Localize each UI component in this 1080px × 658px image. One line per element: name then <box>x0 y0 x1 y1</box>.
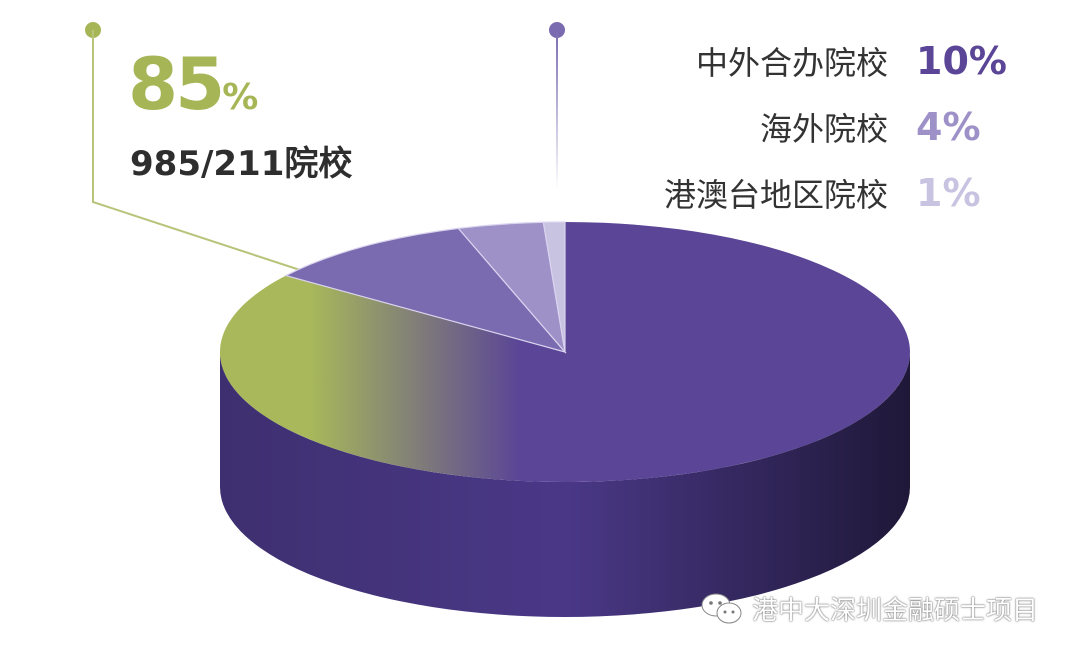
pie-side <box>220 352 910 617</box>
legend-item: 港澳台地区院校 1% <box>664 160 1016 226</box>
pie-slice-10 <box>284 227 567 354</box>
legend-item: 中外合办院校 10% <box>664 28 1016 94</box>
slice-85-value: 85% <box>128 42 259 126</box>
legend-value: 1% <box>916 171 981 215</box>
legend-label: 港澳台地区院校 <box>663 176 888 214</box>
watermark: 港中大深圳金融硕士项目 <box>700 590 1038 627</box>
legend-value: 10% <box>916 39 1007 83</box>
pie-slice-1 <box>542 221 566 353</box>
legend-value: 4% <box>916 105 981 149</box>
legend-label: 海外院校 <box>759 110 888 148</box>
legend-item: 海外院校 4% <box>664 94 1016 160</box>
wechat-icon <box>701 593 742 623</box>
leader-line-10 <box>556 30 558 190</box>
legend-label: 中外合办院校 <box>695 44 888 82</box>
leader-line-85 <box>92 30 301 271</box>
slice-85-label: 985/211院校 <box>130 144 353 184</box>
legend: 中外合办院校 10% 海外院校 4% 港澳台地区院校 1% <box>664 28 1016 226</box>
watermark-text: 港中大深圳金融硕士项目 <box>752 596 1039 626</box>
